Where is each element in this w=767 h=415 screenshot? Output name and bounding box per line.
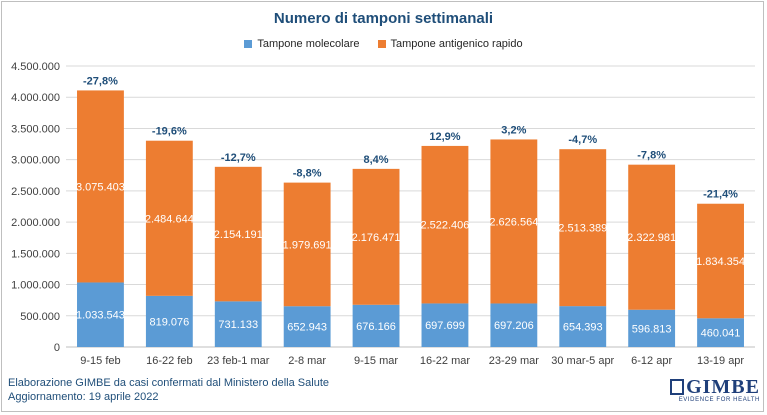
- bar-antigenico: [352, 168, 400, 305]
- data-label-antigenico: 2.154.191: [214, 229, 263, 241]
- footer-source: Elaborazione GIMBE da casi confermati da…: [8, 376, 329, 404]
- data-label-molecolare: 731.133: [218, 319, 258, 331]
- change-label: -21,4%: [703, 189, 738, 201]
- legend-item-molecolare: Tampone molecolare: [244, 38, 360, 50]
- change-label: -12,7%: [221, 152, 256, 164]
- change-label: -27,8%: [83, 75, 118, 87]
- y-tick-label: 4.000.000: [11, 92, 60, 104]
- data-label-molecolare: 596.813: [632, 323, 672, 335]
- x-tick-label: 9-15 mar: [354, 355, 398, 367]
- bar-antigenico: [77, 90, 124, 283]
- bar-molecolare: [628, 309, 676, 347]
- data-label-molecolare: 460.041: [701, 328, 741, 340]
- y-tick-label: 1.000.000: [11, 280, 60, 292]
- x-tick-label: 23 feb-1 mar: [207, 355, 270, 367]
- data-label-molecolare: 676.166: [356, 321, 396, 333]
- data-label-antigenico: 2.322.981: [627, 232, 676, 244]
- bar-molecolare: [559, 306, 607, 347]
- legend-swatch-antigenico: [377, 40, 386, 48]
- data-label-antigenico: 3.075.403: [76, 181, 125, 193]
- data-label-molecolare: 654.393: [563, 322, 603, 334]
- x-tick-label: 30 mar-5 apr: [551, 355, 614, 367]
- y-tick-label: 0: [54, 342, 60, 354]
- bar-antigenico: [628, 164, 676, 310]
- bar-molecolare: [352, 304, 400, 347]
- bar-antigenico: [214, 166, 262, 302]
- x-tick-label: 16-22 mar: [420, 355, 470, 367]
- change-label: -7,8%: [637, 150, 666, 162]
- legend-swatch-molecolare: [244, 40, 253, 48]
- data-label-molecolare: 1.033.543: [76, 310, 125, 322]
- x-tick-label: 16-22 feb: [146, 355, 192, 367]
- bar-molecolare: [214, 301, 262, 347]
- bar-antigenico: [421, 145, 469, 304]
- footer-line-source: Elaborazione GIMBE da casi confermati da…: [8, 377, 329, 389]
- x-tick-label: 23-29 mar: [489, 355, 539, 367]
- gimbe-logo-tagline: EVIDENCE FOR HEALTH: [678, 397, 760, 403]
- x-tick-label: 2-8 mar: [288, 355, 326, 367]
- bar-antigenico: [559, 149, 607, 307]
- x-tick-label: 9-15 feb: [80, 355, 120, 367]
- bar-molecolare: [421, 303, 469, 347]
- y-tick-label: 4.500.000: [11, 61, 60, 73]
- y-tick-label: 500.000: [20, 311, 60, 323]
- data-label-antigenico: 1.979.691: [283, 239, 332, 251]
- y-tick-label: 1.500.000: [11, 248, 60, 260]
- bar-molecolare: [283, 306, 331, 347]
- bar-molecolare: [145, 295, 193, 347]
- bar-molecolare: [490, 303, 538, 347]
- change-label: -19,6%: [152, 126, 187, 138]
- chart-legend: Tampone molecolare Tampone antigenico ra…: [0, 38, 767, 50]
- data-label-antigenico: 2.176.471: [352, 232, 401, 244]
- y-tick-label: 3.500.000: [11, 123, 60, 135]
- change-label: 12,9%: [429, 131, 460, 143]
- change-label: 8,4%: [364, 154, 389, 166]
- data-label-molecolare: 652.943: [287, 322, 327, 334]
- legend-item-antigenico: Tampone antigenico rapido: [377, 38, 523, 50]
- bar-molecolare: [77, 282, 124, 347]
- gimbe-logo-name: GIMBE: [686, 376, 760, 398]
- data-label-antigenico: 1.834.354: [696, 256, 745, 268]
- gimbe-logo-mark: [670, 379, 684, 395]
- x-tick-label: 13-19 apr: [697, 355, 744, 367]
- data-label-molecolare: 697.699: [425, 320, 465, 332]
- x-tick-label: 6-12 apr: [631, 355, 672, 367]
- data-label-antigenico: 2.513.389: [558, 223, 607, 235]
- bar-antigenico: [490, 139, 538, 304]
- y-tick-label: 2.000.000: [11, 217, 60, 229]
- bar-antigenico: [145, 140, 193, 296]
- legend-label-antigenico: Tampone antigenico rapido: [390, 38, 523, 50]
- footer-line-update: Aggiornamento: 19 aprile 2022: [8, 391, 159, 403]
- data-label-antigenico: 2.626.564: [489, 216, 538, 228]
- change-label: 3,2%: [501, 124, 526, 136]
- y-tick-label: 3.000.000: [11, 155, 60, 167]
- legend-label-molecolare: Tampone molecolare: [257, 38, 360, 50]
- change-label: -4,7%: [568, 134, 597, 146]
- chart-title: Numero di tamponi settimanali: [273, 10, 494, 27]
- change-label: -8,8%: [293, 168, 322, 180]
- chart-plot: 0 500.000 1.000.000 1.500.000 2.000.000 2.500…: [11, 61, 755, 367]
- data-label-antigenico: 2.522.406: [420, 220, 469, 232]
- bar-antigenico: [697, 203, 744, 319]
- bar-molecolare: [697, 318, 744, 347]
- data-label-antigenico: 2.484.644: [145, 213, 194, 225]
- bar-antigenico: [283, 182, 331, 307]
- data-label-molecolare: 697.206: [494, 320, 534, 332]
- y-tick-label: 2.500.000: [11, 186, 60, 198]
- data-label-molecolare: 819.076: [149, 316, 189, 328]
- gimbe-logo: GIMBE EVIDENCE FOR HEALTH: [670, 376, 760, 406]
